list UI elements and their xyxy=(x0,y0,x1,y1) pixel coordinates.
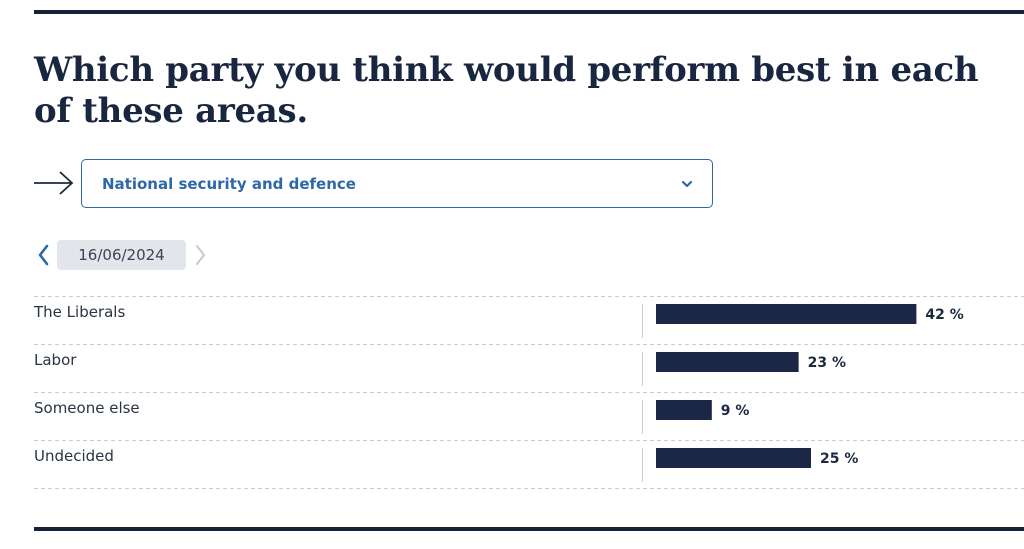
dropdown-selected-label: National security and defence xyxy=(102,175,356,193)
chevron-right-icon[interactable] xyxy=(192,244,208,266)
chevron-down-icon xyxy=(681,180,693,188)
date-chip: 16/06/2024 xyxy=(57,240,186,270)
category-label: Undecided xyxy=(34,447,114,465)
arrow-right-icon xyxy=(34,171,74,195)
bar xyxy=(656,352,799,372)
value-label: 9 % xyxy=(721,403,750,419)
bar xyxy=(656,448,811,468)
value-label: 25 % xyxy=(820,451,858,467)
category-label: Someone else xyxy=(34,399,140,417)
category-label: Labor xyxy=(34,351,77,369)
bottom-rule xyxy=(34,527,1024,531)
value-label: 23 % xyxy=(808,355,846,371)
top-rule xyxy=(34,10,1024,14)
value-label: 42 % xyxy=(925,307,963,323)
category-dropdown[interactable]: National security and defence xyxy=(81,159,713,208)
chevron-left-icon[interactable] xyxy=(36,244,52,266)
category-label: The Liberals xyxy=(33,303,125,321)
page-title: Which party you think would perform best… xyxy=(34,50,979,131)
bar xyxy=(656,400,712,420)
bar xyxy=(656,304,917,324)
bar-chart: The Liberals 42 % Labor 23 % Someone else 9 %… xyxy=(33,296,1024,489)
